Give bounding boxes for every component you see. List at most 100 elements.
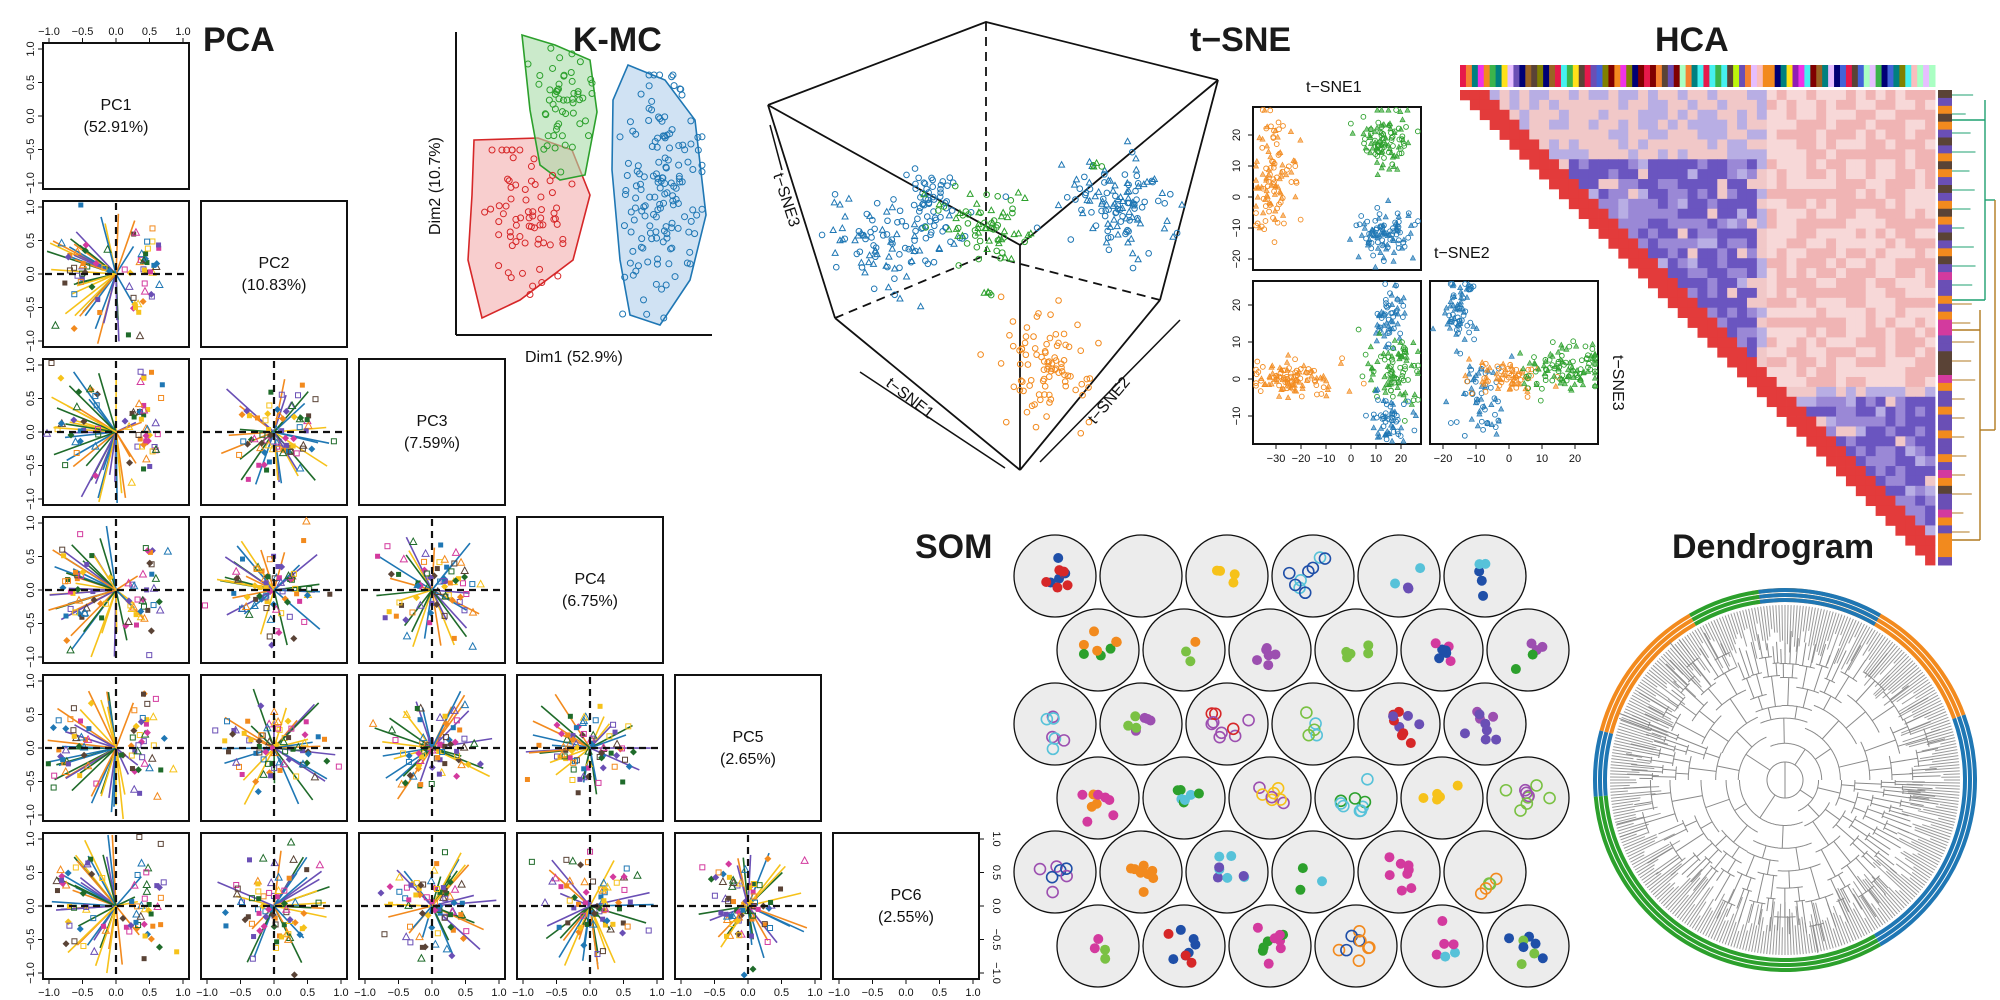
hca-cell — [1776, 297, 1787, 309]
pca-loading-line — [79, 709, 117, 749]
kmc-point — [553, 220, 561, 228]
hca-cell — [1806, 99, 1817, 111]
hca-cell — [1865, 149, 1877, 160]
hca-cell — [1816, 367, 1827, 378]
hca-cell — [1925, 258, 1936, 269]
pca-loading-line — [273, 747, 300, 805]
tsne-3d-point — [910, 201, 918, 209]
hca-cell — [1925, 238, 1936, 249]
kmc-point — [559, 240, 567, 248]
pca-loading-line — [94, 905, 117, 967]
pca-point — [417, 717, 423, 723]
hca-cell — [1529, 159, 1540, 170]
hca-cell — [1776, 238, 1787, 249]
hca-cell — [1519, 149, 1530, 160]
pca-point — [89, 946, 99, 955]
som-hit — [1222, 872, 1233, 883]
hca-cell — [1618, 208, 1629, 220]
pca-tick-label: −1.0 — [196, 987, 218, 999]
hca-cell — [1816, 198, 1827, 210]
tsne-3d-point — [961, 233, 969, 240]
tsne-2d-point — [1297, 375, 1304, 382]
som-hit — [1516, 959, 1527, 970]
hca-cell — [1499, 109, 1510, 121]
hca-cell — [1776, 169, 1787, 180]
hca-cell — [1786, 406, 1797, 417]
pca-point — [91, 441, 100, 450]
pca-loading-line — [273, 589, 321, 630]
tsne-3d-point — [1079, 391, 1086, 399]
hca-cell — [1826, 248, 1837, 259]
tsne-3d-point — [930, 208, 937, 215]
pca-point — [386, 609, 392, 615]
tsne-panel: t−SNE t−SNE3 t−SNE1 t−SNE2 t−SNE1 t−SNE2… — [767, 21, 1626, 471]
pca-point — [137, 368, 144, 375]
hca-cell — [1875, 248, 1886, 259]
tsne-3d-point — [1169, 232, 1177, 240]
tsne-2d-point — [1372, 217, 1379, 224]
hca-cell — [1836, 376, 1847, 388]
hca-cell — [1915, 485, 1926, 497]
hca-cell — [1845, 436, 1857, 447]
hca-cell — [1875, 347, 1886, 358]
hca-top-swatch — [1507, 65, 1514, 87]
pca-loading-line — [431, 589, 442, 646]
hca-side-swatch — [1938, 470, 1952, 479]
tsne-3d-point — [1026, 229, 1035, 237]
pca-point — [442, 713, 448, 719]
pca-tick-label: 1.0 — [175, 987, 190, 999]
hca-cell — [1598, 159, 1609, 170]
hca-cell — [1855, 367, 1867, 378]
hca-cell — [1628, 129, 1639, 140]
tsne-3d-point — [868, 234, 875, 241]
tsne-2d-point — [1253, 210, 1259, 216]
tsne-2d-point — [1323, 377, 1330, 384]
pca-point — [297, 598, 303, 604]
pca-loading-line — [559, 905, 591, 939]
hca-side-swatch — [1938, 129, 1952, 138]
tsne-2d-point — [1365, 360, 1372, 367]
som-hit — [1252, 655, 1263, 666]
tsne-2d-point — [1299, 385, 1306, 391]
som-node — [1443, 830, 1527, 914]
tsne-2d-point — [1526, 359, 1533, 366]
hca-cell — [1628, 139, 1639, 150]
hca-cell — [1845, 248, 1857, 259]
pca-tick-label: −0.5 — [704, 987, 726, 999]
tsne-3d-point — [994, 237, 1002, 244]
hca-cell — [1925, 317, 1936, 328]
hca-top-swatch — [1560, 65, 1568, 87]
pca-loading-line — [115, 702, 135, 749]
kmc-point — [548, 189, 556, 197]
tsne-2d-point — [1539, 385, 1545, 392]
tsne-2d-point — [1272, 183, 1279, 190]
pca-point — [139, 297, 147, 305]
tsne-2d-point — [1370, 424, 1377, 431]
hca-cell — [1578, 119, 1590, 130]
tsne-2d-point — [1363, 412, 1369, 419]
pca-point — [304, 417, 310, 423]
pca-point — [151, 418, 161, 427]
hca-top-swatch — [1590, 65, 1598, 87]
hca-cell — [1905, 179, 1916, 190]
pca-point — [749, 916, 755, 922]
hca-cell — [1816, 446, 1827, 457]
pca-point — [253, 565, 260, 572]
hca-cell — [1826, 129, 1837, 140]
pca-point — [154, 883, 160, 889]
pca-point — [457, 879, 466, 888]
pca-point — [141, 402, 147, 408]
pca-point — [299, 440, 308, 449]
tsne-3d-point — [1006, 331, 1013, 339]
tsne-3d-point — [925, 189, 932, 196]
tsne-3d-point — [920, 201, 928, 209]
tsne-3d-point — [1150, 174, 1159, 183]
tsne-3d-point — [998, 249, 1006, 256]
hca-cell — [1509, 90, 1520, 101]
pca-point — [301, 731, 309, 739]
tsne-2d-point — [1570, 338, 1577, 345]
hca-cell — [1766, 258, 1778, 269]
kmc-point — [540, 145, 548, 153]
kmc-point — [531, 224, 539, 232]
hca-cell — [1529, 149, 1540, 160]
